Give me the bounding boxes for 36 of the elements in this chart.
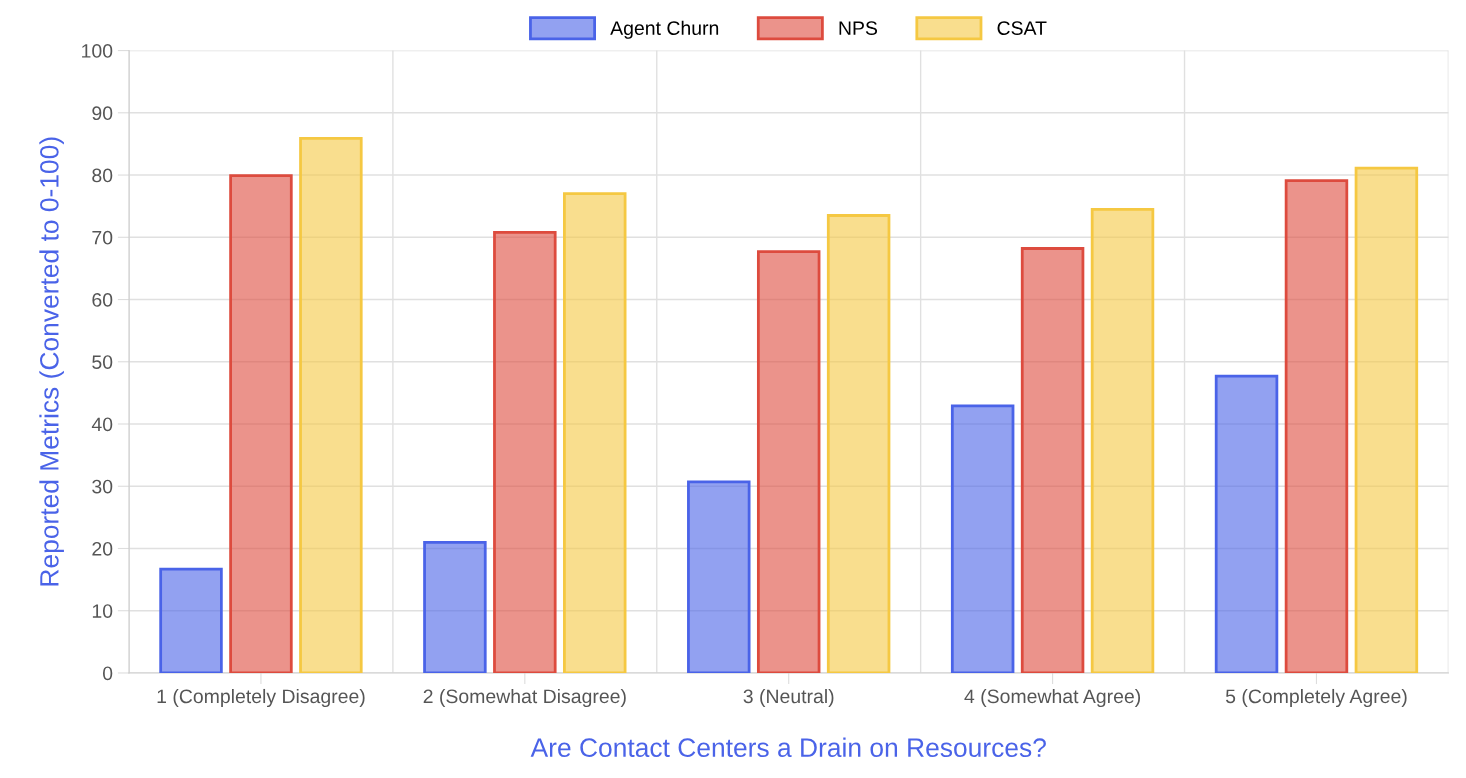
bar bbox=[950, 404, 1015, 673]
bar bbox=[1090, 207, 1155, 673]
bar bbox=[423, 540, 487, 673]
bar bbox=[229, 174, 293, 673]
legend-label: NPS bbox=[839, 21, 878, 36]
bar bbox=[687, 480, 751, 673]
y-axis-title: Reported Metrics (Converted to 0-100) bbox=[39, 137, 64, 586]
y-tick-label: 10 bbox=[92, 604, 113, 618]
bar bbox=[826, 214, 891, 673]
bar bbox=[299, 136, 363, 673]
bar bbox=[1214, 374, 1279, 673]
y-tick-label: 60 bbox=[92, 293, 113, 307]
bar bbox=[756, 250, 821, 673]
bar bbox=[1020, 247, 1085, 673]
x-tick-label: 5 (Completely Agree) bbox=[1225, 688, 1407, 708]
y-tick-label: 70 bbox=[92, 230, 113, 245]
x-tick-label: 3 (Neutral) bbox=[743, 688, 834, 708]
y-tick-label: 40 bbox=[91, 417, 113, 432]
y-tick-label: 90 bbox=[92, 106, 113, 121]
bar bbox=[1354, 166, 1419, 673]
y-tick-label: 20 bbox=[92, 541, 113, 556]
x-axis-title: Are Contact Centers a Drain on Resources? bbox=[530, 737, 1046, 758]
x-tick-label: 4 (Somewhat Agree) bbox=[964, 688, 1141, 708]
y-tick-label: 0 bbox=[102, 666, 113, 681]
bar bbox=[1284, 179, 1349, 673]
y-tick-label: 50 bbox=[92, 355, 113, 370]
x-tick-label: 2 (Somewhat Disagree) bbox=[423, 688, 626, 708]
bar bbox=[563, 192, 627, 673]
bar bbox=[159, 567, 223, 673]
legend-label: Agent Churn bbox=[610, 20, 719, 39]
legend-label: CSAT bbox=[997, 21, 1047, 36]
y-tick-label: 30 bbox=[92, 479, 113, 494]
y-tick-label: 80 bbox=[92, 168, 113, 183]
bar bbox=[493, 230, 557, 673]
x-tick-label: 1 (Completely Disagree) bbox=[157, 688, 365, 708]
y-tick-label: 100 bbox=[82, 44, 113, 58]
